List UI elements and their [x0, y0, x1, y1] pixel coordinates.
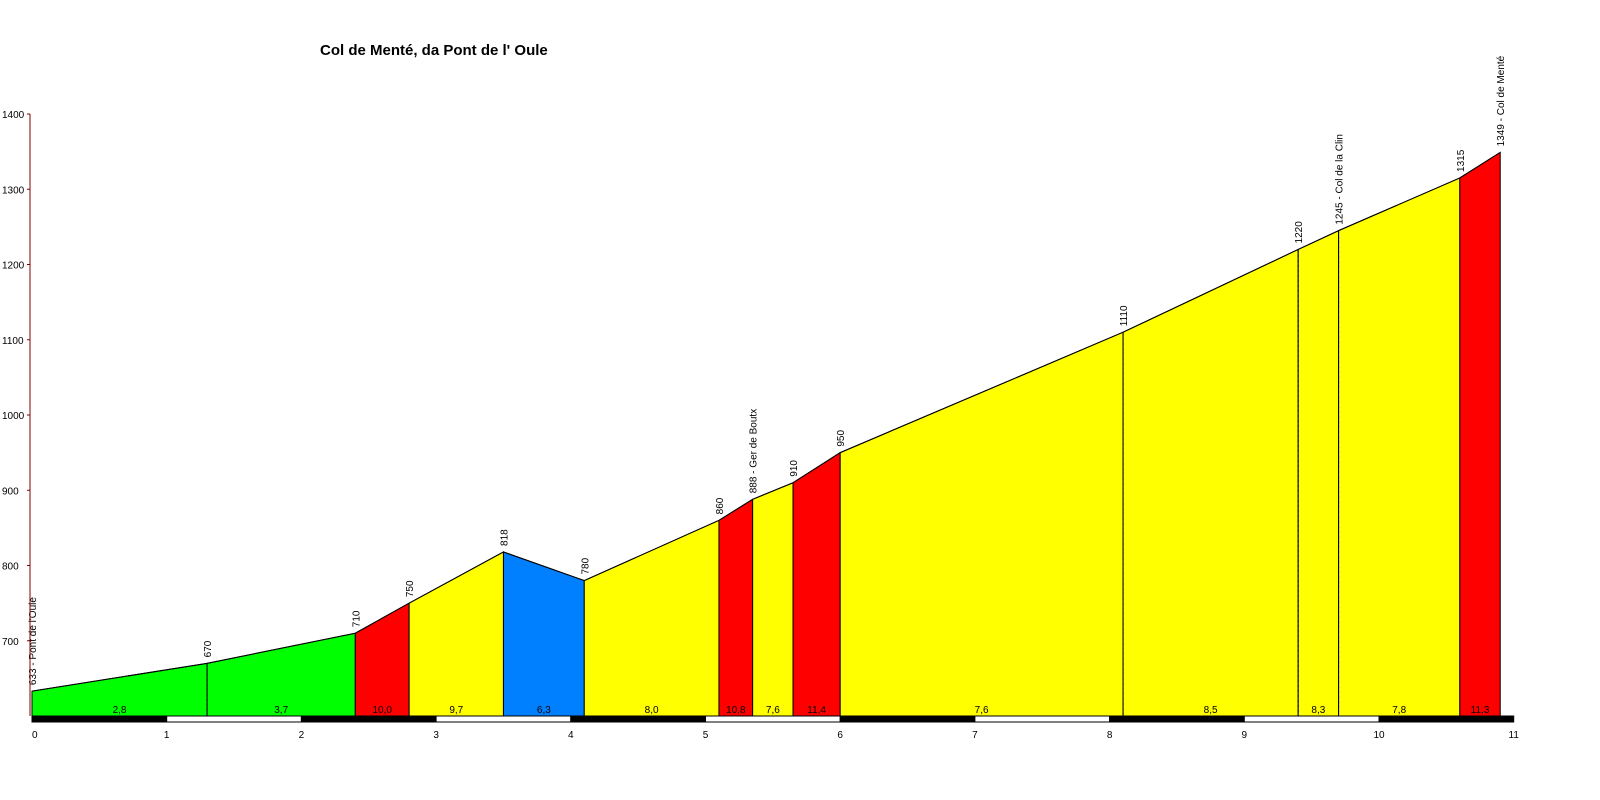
gradient-label: 11,3	[1471, 705, 1490, 716]
gradient-labels: 2,8 3,7 10,0 9,7 6,3 8,0 10,8 7,6 11,4 7,6 8,5 8,3 7…	[113, 705, 1490, 716]
gradient-label: 6,3	[537, 705, 551, 716]
distance-scale-bar	[31, 715, 1515, 723]
elevation-label: 910	[789, 460, 800, 477]
gradient-label: 8,3	[1311, 705, 1325, 716]
elevation-label: 888 - Ger de Boutx	[749, 409, 760, 494]
scale-bar-km	[705, 715, 841, 723]
x-tick-label: 5	[703, 730, 709, 741]
gradient-label: 10,8	[726, 705, 746, 716]
elevation-label: 1220	[1294, 221, 1305, 244]
elevation-label: 1245 - Col de la Clin	[1335, 134, 1346, 225]
scale-bar-km	[1378, 715, 1515, 723]
elevation-label: 860	[715, 497, 726, 514]
segment-red	[792, 451, 841, 717]
segment-red	[354, 602, 410, 717]
profile-line	[31, 151, 1501, 692]
segment-yellow	[839, 331, 1124, 717]
gradient-label: 11,4	[807, 705, 826, 716]
elevation-label: 780	[580, 557, 591, 574]
gradient-label: 7,8	[1392, 705, 1406, 716]
profile-segments	[31, 151, 1501, 717]
scale-bar-km	[1243, 715, 1380, 723]
gradient-label: 10,0	[372, 705, 392, 716]
profile-outline	[31, 151, 1501, 692]
y-tick-label: 800	[2, 562, 19, 573]
y-tick-label: 700	[2, 637, 19, 648]
segment-red	[718, 498, 754, 717]
elevation-label: 1315	[1456, 149, 1467, 172]
elevation-labels: 633 - Pont de l'Oule 670 710 750 818 780 860 88…	[28, 55, 1507, 685]
y-tick-label: 1400	[2, 110, 25, 121]
scale-bar-km	[1109, 715, 1245, 723]
gradient-label: 8,5	[1204, 705, 1218, 716]
segment-yellow	[583, 519, 720, 717]
elevation-label: 633 - Pont de l'Oule	[28, 597, 39, 686]
x-tick-label: 4	[568, 730, 574, 741]
elevation-label: 818	[499, 529, 510, 546]
y-tick-label: 1000	[2, 411, 25, 422]
segment-yellow	[408, 551, 504, 717]
x-tick-label: 0	[32, 730, 38, 741]
segment-yellow	[1338, 177, 1461, 717]
elevation-label: 710	[351, 610, 362, 627]
elevation-label: 1349 - Col de Menté	[1496, 55, 1507, 146]
chart-title: Col de Menté, da Pont de l' Oule	[320, 42, 548, 59]
elevation-label: 950	[836, 430, 847, 447]
y-tick-label: 900	[2, 486, 19, 497]
elevation-label: 750	[405, 580, 416, 597]
y-tick-label: 1100	[2, 336, 24, 347]
gradient-label: 9,7	[449, 705, 463, 716]
scale-bar-km	[435, 715, 572, 723]
x-tick-label: 10	[1373, 730, 1385, 741]
gradient-label: 3,7	[274, 705, 288, 716]
segment-green	[206, 632, 356, 717]
profile-dashed-markers	[206, 230, 1340, 716]
scale-bar-km	[31, 715, 168, 723]
x-tick-label: 3	[433, 730, 439, 741]
scale-bar-km	[839, 715, 976, 723]
x-tick-label: 11	[1509, 730, 1520, 741]
segment-yellow	[1297, 229, 1340, 717]
gradient-label: 7,6	[766, 705, 780, 716]
gradient-label: 8,0	[645, 705, 659, 716]
scale-bar-km	[300, 715, 437, 723]
x-tick-label: 2	[299, 730, 305, 741]
scale-bar-km	[166, 715, 302, 723]
gradient-label: 7,6	[975, 705, 989, 716]
y-tick-label: 1200	[2, 261, 25, 272]
x-tick-label: 7	[972, 730, 978, 741]
x-tick-label: 9	[1242, 730, 1248, 741]
y-tick-label: 1300	[2, 185, 25, 196]
gradient-label: 2,8	[113, 705, 127, 716]
elevation-label: 1110	[1119, 305, 1130, 326]
x-tick-label: 1	[164, 730, 170, 741]
segment-red	[1459, 151, 1501, 717]
x-tick-label: 6	[837, 730, 843, 741]
scale-bar-km	[974, 715, 1111, 723]
scale-bar-km	[570, 715, 706, 723]
elevation-label: 670	[203, 640, 214, 657]
segment-yellow	[752, 481, 794, 717]
x-tick-label: 8	[1107, 730, 1113, 741]
